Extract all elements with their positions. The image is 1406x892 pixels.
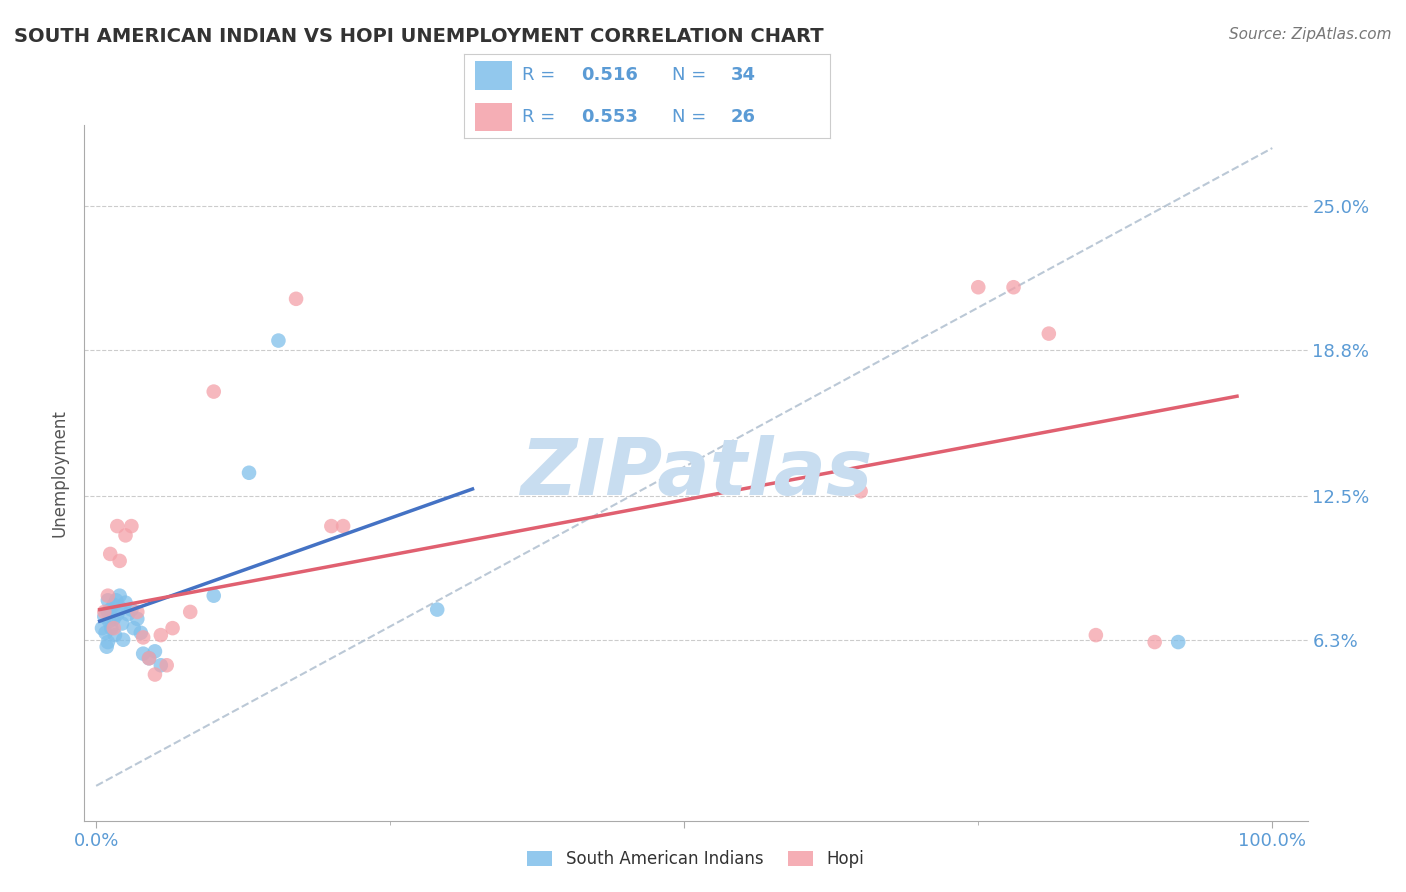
- Point: [96, 640, 118, 654]
- Point: [112, 632, 135, 647]
- Point: [1084, 628, 1107, 642]
- Point: [105, 593, 128, 607]
- Point: [138, 651, 160, 665]
- Point: [103, 621, 125, 635]
- Text: N =: N =: [672, 108, 713, 126]
- Point: [98, 602, 121, 616]
- FancyBboxPatch shape: [475, 103, 512, 131]
- Point: [108, 589, 131, 603]
- Text: ZIPatlas: ZIPatlas: [520, 434, 872, 511]
- Point: [122, 621, 145, 635]
- Point: [97, 589, 120, 603]
- Point: [97, 593, 120, 607]
- Point: [426, 602, 449, 616]
- Point: [849, 484, 872, 499]
- Point: [120, 602, 142, 616]
- Point: [1038, 326, 1060, 341]
- Point: [97, 605, 120, 619]
- Point: [143, 644, 166, 658]
- Point: [238, 466, 260, 480]
- Point: [156, 658, 179, 673]
- Point: [114, 528, 136, 542]
- Point: [149, 658, 172, 673]
- Text: N =: N =: [672, 66, 713, 84]
- Point: [138, 651, 160, 665]
- Text: 26: 26: [731, 108, 756, 126]
- Point: [1002, 280, 1025, 294]
- Point: [114, 596, 136, 610]
- Point: [127, 612, 149, 626]
- Point: [132, 647, 155, 661]
- Text: Source: ZipAtlas.com: Source: ZipAtlas.com: [1229, 27, 1392, 42]
- Point: [132, 631, 155, 645]
- Point: [111, 616, 134, 631]
- Point: [179, 605, 201, 619]
- Point: [108, 554, 131, 568]
- Point: [321, 519, 343, 533]
- Point: [97, 635, 120, 649]
- Point: [93, 605, 115, 619]
- Point: [91, 621, 114, 635]
- Point: [202, 589, 225, 603]
- Point: [103, 598, 125, 612]
- Point: [105, 519, 128, 533]
- Point: [105, 607, 128, 622]
- Text: SOUTH AMERICAN INDIAN VS HOPI UNEMPLOYMENT CORRELATION CHART: SOUTH AMERICAN INDIAN VS HOPI UNEMPLOYME…: [14, 27, 824, 45]
- Point: [202, 384, 225, 399]
- Y-axis label: Unemployment: Unemployment: [51, 409, 69, 537]
- Point: [162, 621, 184, 635]
- Point: [104, 628, 127, 642]
- Text: 0.516: 0.516: [581, 66, 638, 84]
- FancyBboxPatch shape: [475, 62, 512, 90]
- Legend: South American Indians, Hopi: South American Indians, Hopi: [520, 844, 872, 875]
- Point: [332, 519, 354, 533]
- Text: R =: R =: [523, 66, 561, 84]
- Point: [149, 628, 172, 642]
- Point: [1167, 635, 1189, 649]
- Text: 0.553: 0.553: [581, 108, 638, 126]
- Point: [98, 547, 121, 561]
- Point: [267, 334, 290, 348]
- Point: [100, 621, 122, 635]
- Point: [98, 614, 121, 628]
- Point: [120, 519, 142, 533]
- Point: [1143, 635, 1166, 649]
- Point: [94, 625, 117, 640]
- Point: [129, 625, 152, 640]
- Point: [108, 600, 131, 615]
- Point: [967, 280, 990, 294]
- Point: [117, 607, 139, 622]
- Point: [285, 292, 308, 306]
- Point: [103, 612, 125, 626]
- Text: R =: R =: [523, 108, 561, 126]
- Point: [127, 605, 149, 619]
- Text: 34: 34: [731, 66, 756, 84]
- Point: [143, 667, 166, 681]
- Point: [93, 609, 115, 624]
